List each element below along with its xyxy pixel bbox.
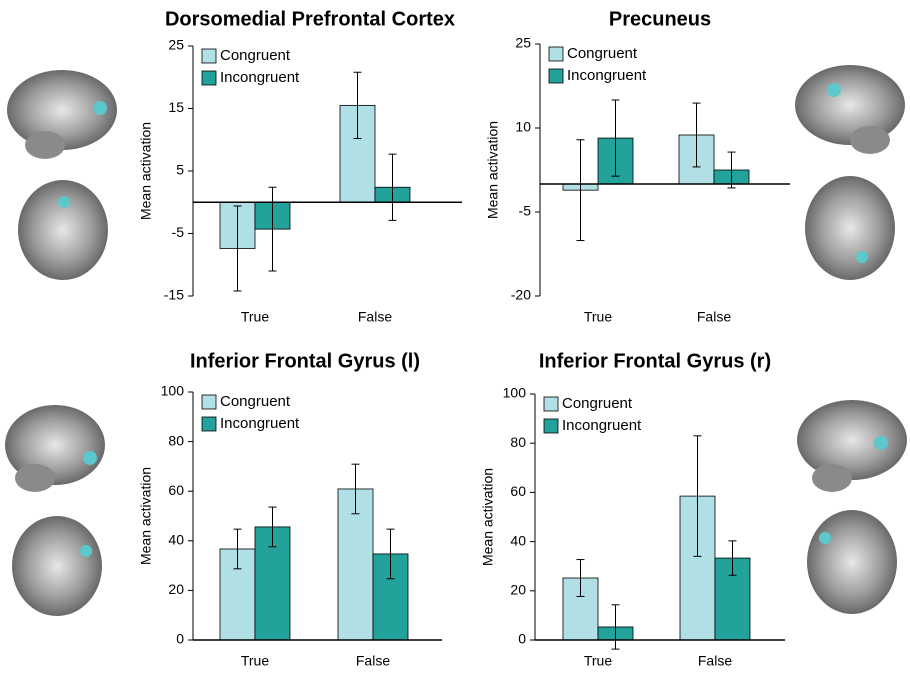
legend-swatch	[544, 419, 558, 433]
y-tick-label: 0	[176, 631, 184, 647]
chart-title: Precuneus	[609, 8, 711, 30]
roi-marker	[827, 83, 841, 97]
y-tick-label: 25	[515, 35, 531, 51]
y-tick-label: 20	[510, 582, 526, 598]
y-tick-label: 10	[515, 119, 531, 135]
legend-label: Congruent	[220, 47, 291, 64]
y-tick-label: -20	[511, 287, 531, 303]
x-tick-label: True	[241, 653, 269, 669]
brain-cerebellum	[850, 126, 890, 154]
legend-label: Congruent	[567, 45, 638, 62]
y-tick-label: 20	[168, 581, 184, 597]
x-tick-label: False	[356, 653, 390, 669]
y-axis-label: Mean activation	[138, 467, 154, 565]
roi-marker	[874, 436, 888, 450]
chart-title: Inferior Frontal Gyrus (r)	[539, 350, 771, 372]
brain-sagittal	[797, 400, 907, 480]
roi-marker	[819, 532, 831, 544]
chart-panel: Inferior Frontal Gyrus (l) Mean activatio…	[138, 350, 442, 668]
y-axis-label: Mean activation	[480, 468, 496, 566]
y-tick-label: 60	[510, 483, 526, 499]
y-tick-label: 40	[168, 532, 184, 548]
y-tick-label: 60	[168, 482, 184, 498]
legend-swatch	[202, 71, 216, 85]
roi-marker	[93, 101, 107, 115]
legend-swatch	[549, 69, 563, 83]
brain-cerebellum	[25, 131, 65, 159]
y-tick-label: 5	[176, 162, 184, 178]
chart-panel: Precuneus Mean activation -20 -5 10 25 True Fal…	[485, 8, 790, 324]
legend-label: Incongruent	[220, 415, 300, 432]
y-tick-label: 100	[161, 383, 185, 399]
y-tick-label: 15	[168, 99, 184, 115]
chart-title: Inferior Frontal Gyrus (l)	[190, 350, 420, 372]
roi-marker	[856, 251, 868, 263]
chart-panel: Dorsomedial Prefrontal Cortex Mean activa…	[138, 8, 462, 324]
y-tick-label: 0	[518, 631, 526, 647]
brain-axial	[805, 176, 895, 280]
roi-marker	[83, 451, 97, 465]
y-tick-label: -15	[164, 287, 184, 303]
figure: Dorsomedial Prefrontal Cortex Mean activa…	[0, 0, 910, 678]
chart-title: Dorsomedial Prefrontal Cortex	[165, 8, 455, 30]
brain-cerebellum	[812, 464, 852, 492]
roi-marker	[80, 545, 92, 557]
x-tick-label: True	[241, 309, 269, 325]
legend-swatch	[202, 49, 216, 63]
y-tick-label: 80	[168, 432, 184, 448]
x-tick-label: True	[584, 653, 612, 669]
brain-axial	[18, 180, 108, 280]
y-tick-label: -5	[172, 224, 185, 240]
legend-swatch	[202, 417, 216, 431]
legend-swatch	[202, 395, 216, 409]
y-tick-label: -5	[519, 203, 532, 219]
y-tick-label: 80	[510, 434, 526, 450]
roi-marker	[58, 196, 70, 208]
brain-axial	[12, 516, 102, 616]
y-axis-label: Mean activation	[138, 122, 154, 220]
x-tick-label: False	[698, 653, 732, 669]
y-tick-label: 25	[168, 37, 184, 53]
brain-axial	[807, 510, 897, 614]
x-tick-label: False	[358, 309, 392, 325]
legend-label: Incongruent	[220, 69, 300, 86]
y-axis-label: Mean activation	[485, 121, 501, 219]
x-tick-label: True	[584, 309, 612, 325]
legend-label: Congruent	[220, 393, 291, 410]
y-tick-label: 100	[503, 385, 527, 401]
legend-label: Incongruent	[562, 417, 642, 434]
brain-cerebellum	[15, 464, 55, 492]
legend-swatch	[544, 397, 558, 411]
y-tick-label: 40	[510, 532, 526, 548]
legend-label: Congruent	[562, 395, 633, 412]
x-tick-label: False	[697, 309, 731, 325]
legend-label: Incongruent	[567, 67, 647, 84]
legend-swatch	[549, 47, 563, 61]
brain-sagittal	[795, 65, 905, 145]
chart-panel: Inferior Frontal Gyrus (r) Mean activatio…	[480, 350, 785, 668]
